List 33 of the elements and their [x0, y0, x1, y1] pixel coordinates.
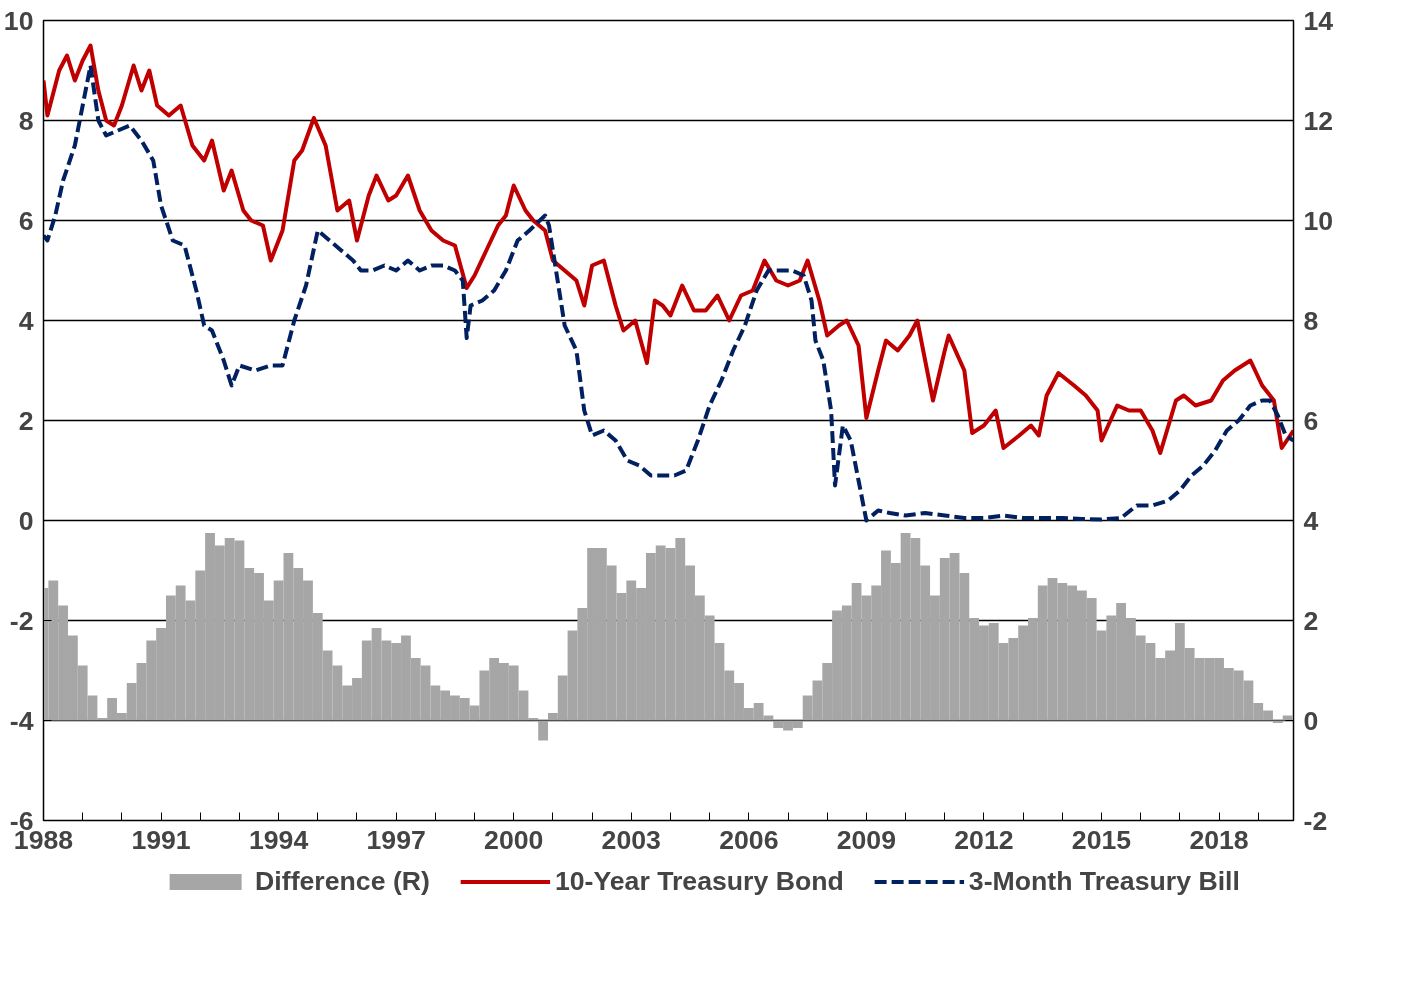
- x-tick-label: 2003: [601, 824, 661, 855]
- y-tick-label: 2: [18, 405, 34, 436]
- x-tick-label: 1994: [248, 824, 309, 855]
- legend-label: 10-Year Treasury Bond: [554, 865, 844, 897]
- y-tick-label: 8: [18, 105, 34, 136]
- y2-tick-label: 10: [1303, 205, 1334, 236]
- y-tick-label: 6: [18, 205, 34, 236]
- y2-tick-label: 0: [1303, 705, 1319, 736]
- y2-tick-label: 4: [1303, 505, 1319, 536]
- x-tick-label: 2012: [954, 824, 1014, 855]
- y-tick-label: 4: [18, 305, 34, 336]
- x-tick-label: 2000: [484, 824, 544, 855]
- x-tick-label: 2015: [1071, 824, 1132, 855]
- y2-tick-label: 6: [1303, 405, 1319, 436]
- legend-label: Difference (R): [255, 865, 430, 897]
- y2-tick-label: -2: [1303, 805, 1328, 836]
- x-tick-label: 1991: [131, 824, 191, 855]
- y2-tick-label: 14: [1303, 5, 1334, 36]
- line-series: [43, 63, 1294, 523]
- x-tick-label: 2009: [836, 824, 897, 855]
- y2-tick-label: 12: [1303, 105, 1334, 136]
- x-tick-label: 1997: [366, 824, 426, 855]
- y-tick-label: 10: [3, 5, 34, 36]
- x-tick-label: 2018: [1189, 824, 1249, 855]
- y2-tick-label: 2: [1303, 605, 1319, 636]
- line-series: [43, 43, 1294, 455]
- y2-tick-label: 8: [1303, 305, 1319, 336]
- y-tick-label: -4: [9, 705, 34, 736]
- y-tick-label: -2: [9, 605, 34, 636]
- x-tick-label: 2006: [719, 824, 779, 855]
- bar: [538, 720, 549, 741]
- y-tick-label: 0: [18, 505, 34, 536]
- legend-label: 3-Month Treasury Bill: [968, 865, 1240, 897]
